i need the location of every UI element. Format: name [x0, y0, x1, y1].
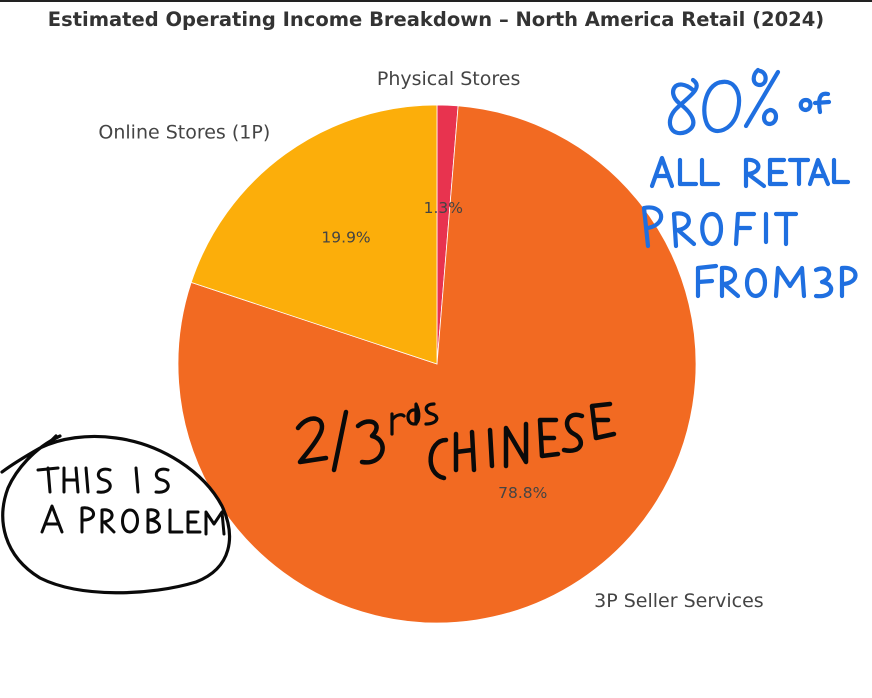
black-handwritten-problem-note [0, 434, 232, 595]
pie-category-label-3p-seller-services: 3P Seller Services [594, 590, 764, 612]
black-handwritten-chinese-note [295, 401, 617, 481]
pie-slices [177, 104, 697, 624]
pie-pct-label-physical-stores: 1.3% [424, 199, 463, 217]
pie-category-label-physical-stores: Physical Stores [377, 68, 520, 90]
pie-slice-online-stores-1p [190, 104, 438, 365]
pie-pct-label-online-stores-1p: 19.9% [321, 228, 370, 246]
pie-category-label-online-stores-1p: Online Stores (1P) [98, 121, 270, 143]
top-rule [0, 0, 872, 2]
blue-handwritten-note [641, 67, 858, 299]
pie-pct-label-3p-seller-services: 78.8% [498, 484, 547, 502]
pie-labels: 1.3% Physical Stores 78.8% 3P Seller Servic… [98, 68, 763, 612]
chart-title: Estimated Operating Income Breakdown – N… [47, 8, 825, 31]
